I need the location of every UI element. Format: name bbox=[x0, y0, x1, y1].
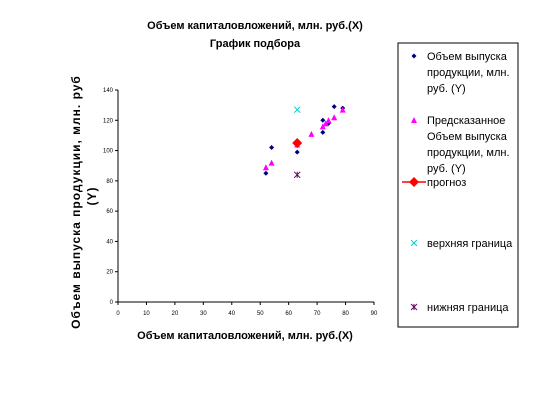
data-point-series-2 bbox=[331, 114, 338, 121]
y-tick-label: 140 bbox=[103, 88, 114, 94]
data-point-series-3 bbox=[292, 138, 303, 148]
y-tick-label: 80 bbox=[106, 179, 113, 185]
legend-label-series-2: руб. (Y) bbox=[427, 163, 466, 175]
legend-label-series-2: Объем выпуска bbox=[427, 131, 508, 143]
legend-label-series-4: верхняя граница bbox=[427, 238, 513, 250]
legend-marker-series-5 bbox=[410, 303, 418, 311]
x-tick-label: 80 bbox=[342, 311, 349, 317]
legend-marker-series-3 bbox=[409, 177, 419, 187]
data-marks bbox=[262, 104, 346, 179]
y-tick-label: 0 bbox=[110, 300, 114, 306]
legend-marker-series-2 bbox=[411, 117, 417, 123]
x-tick-label: 40 bbox=[228, 311, 235, 317]
legend-label-series-2: Предсказанное bbox=[427, 115, 505, 127]
data-point-series-4-stroke bbox=[293, 106, 301, 114]
data-point-series-2 bbox=[308, 130, 315, 137]
data-point-series-2 bbox=[325, 117, 332, 124]
x-axis-label: Объем капиталовложений, млн. руб.(X) bbox=[137, 330, 353, 342]
legend-box bbox=[397, 42, 519, 328]
legend-label-series-3: прогноз bbox=[427, 177, 466, 189]
axes: 0 10 20 30 40 50 60 70 80 90 0 20 40 60 80 100 120 140 bbox=[103, 88, 378, 317]
data-point-series-1 bbox=[294, 149, 300, 155]
x-tick-label: 0 bbox=[116, 311, 120, 317]
x-tick-label: 90 bbox=[371, 311, 378, 317]
x-tick-label: 70 bbox=[314, 311, 321, 317]
x-tick-label: 50 bbox=[257, 311, 264, 317]
legend-label-series-1: Объем выпуска bbox=[427, 51, 508, 63]
data-point-series-1 bbox=[263, 170, 269, 176]
chart-title: Объем капиталовложений, млн. руб.(X) bbox=[147, 20, 363, 32]
data-point-series-1 bbox=[331, 104, 337, 110]
data-point-series-2 bbox=[268, 159, 275, 166]
x-tick-label: 60 bbox=[285, 311, 292, 317]
legend-marker-series-4 bbox=[410, 239, 418, 247]
y-axis-label-line1: Объем выпуска продукции, млн. руб bbox=[69, 75, 83, 329]
y-tick-label: 120 bbox=[103, 118, 114, 124]
y-tick-label: 20 bbox=[106, 270, 113, 276]
legend-marker-series-4-stroke bbox=[410, 239, 418, 247]
data-point-series-2 bbox=[319, 123, 326, 130]
data-point-series-1 bbox=[320, 117, 326, 123]
data-point-series-2 bbox=[339, 106, 346, 113]
data-point-series-2 bbox=[322, 120, 329, 127]
legend-label-series-5: нижняя граница bbox=[427, 302, 509, 314]
y-tick-label: 40 bbox=[106, 239, 113, 245]
y-tick-label: 100 bbox=[103, 149, 114, 155]
x-tick-label: 10 bbox=[143, 311, 150, 317]
legend: Объем выпуска продукции, млн. руб. (Y) Пред… bbox=[402, 51, 513, 314]
legend-label-series-2: продукции, млн. bbox=[427, 147, 510, 159]
legend-marker-series-1 bbox=[411, 53, 417, 59]
chart-subtitle: График подбора bbox=[210, 38, 301, 50]
y-axis-label: Объем выпуска продукции, млн. руб (Y) bbox=[69, 75, 99, 329]
x-tick-label: 20 bbox=[172, 311, 179, 317]
data-point-series-1 bbox=[320, 129, 326, 135]
data-point-series-4 bbox=[293, 106, 301, 114]
data-point-series-2 bbox=[262, 164, 269, 171]
y-tick-label: 60 bbox=[106, 209, 113, 215]
y-axis-label-line2: (Y) bbox=[85, 187, 99, 206]
data-point-series-1 bbox=[269, 145, 275, 151]
legend-label-series-1: руб. (Y) bbox=[427, 83, 466, 95]
legend-label-series-1: продукции, млн. bbox=[427, 67, 510, 79]
x-tick-label: 30 bbox=[200, 311, 207, 317]
data-point-series-5 bbox=[293, 171, 301, 179]
